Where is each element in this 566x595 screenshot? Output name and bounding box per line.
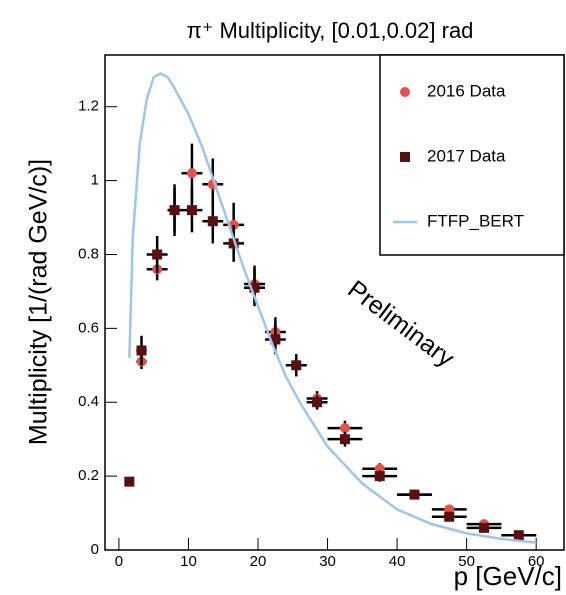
- point: [207, 216, 218, 227]
- point: [186, 168, 197, 179]
- point: [513, 530, 524, 541]
- plot-area: [124, 72, 537, 544]
- point: [339, 434, 350, 445]
- point: [124, 476, 135, 487]
- y-axis-label: Multiplicity [1/(rad GeV/c)]: [25, 159, 53, 445]
- legend: 2016 Data 2017 Data FTFP_BERT: [379, 54, 565, 256]
- legend-label: 2016 Data: [427, 81, 506, 100]
- plot-frame: [104, 54, 565, 551]
- point: [479, 522, 490, 533]
- x-tick-label: 40: [389, 553, 406, 570]
- point: [339, 423, 350, 434]
- x-tick-label: 20: [250, 553, 267, 570]
- point: [444, 511, 455, 522]
- legend-marker: [400, 152, 410, 162]
- x-tick-label: 10: [180, 553, 197, 570]
- point: [374, 471, 385, 482]
- x-axis-label: p [GeV/c]: [454, 561, 562, 591]
- chart-title: π⁺ Multiplicity, [0.01,0.02] rad: [187, 18, 474, 43]
- model-line: [128, 72, 537, 544]
- legend-marker: [400, 87, 410, 97]
- x-tick-label: 30: [319, 553, 336, 570]
- point: [152, 249, 163, 260]
- y-tick-label: 0.4: [78, 393, 99, 410]
- point: [312, 397, 323, 408]
- point: [228, 238, 239, 249]
- y-tick-label: 0.2: [78, 467, 99, 484]
- y-tick-label: 0.8: [78, 245, 99, 262]
- y-tick-label: 1: [91, 172, 99, 189]
- point: [291, 360, 302, 371]
- annotation: Preliminary: [342, 275, 459, 373]
- point: [186, 205, 197, 216]
- x-tick-label: 60: [528, 553, 545, 570]
- y-tick-label: 0: [91, 541, 99, 558]
- legend-label: 2017 Data: [427, 146, 506, 165]
- point: [169, 205, 180, 216]
- x-tick-label: 0: [115, 553, 123, 570]
- y-tick-label: 0.6: [78, 319, 99, 336]
- point: [249, 282, 260, 293]
- x-tick-label: 50: [458, 553, 475, 570]
- legend-label: FTFP_BERT: [427, 211, 524, 230]
- y-tick-label: 1.2: [78, 98, 99, 115]
- point: [136, 345, 147, 356]
- point: [409, 489, 420, 500]
- point: [270, 334, 281, 345]
